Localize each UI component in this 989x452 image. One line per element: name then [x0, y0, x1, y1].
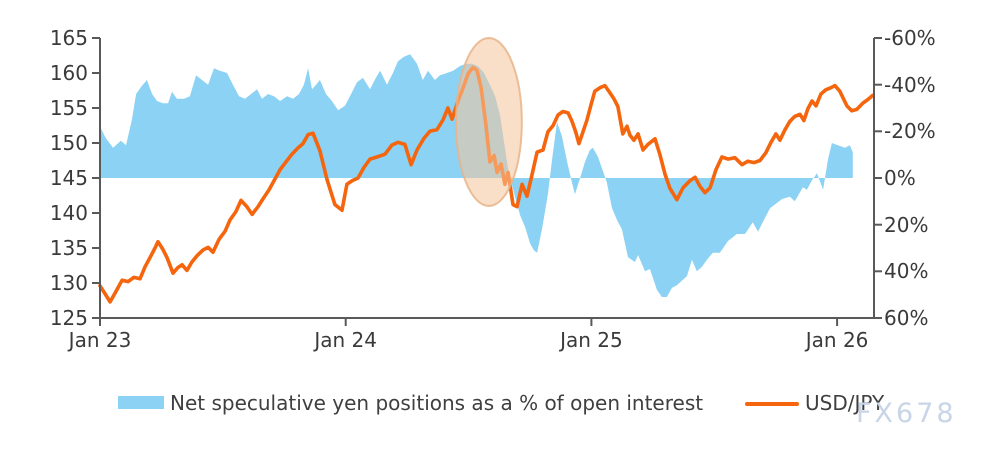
left-axis-tick-label: 150 [49, 131, 88, 155]
right-axis-tick-label: -60% [884, 26, 936, 50]
left-axis-tick-label: 165 [49, 26, 88, 50]
left-axis-tick-label: 160 [49, 61, 88, 85]
right-axis-tick-label: -40% [884, 72, 936, 97]
left-axis-tick-label: 135 [49, 236, 88, 260]
yen-positions-legend-label: Net speculative yen positions as a % of … [170, 391, 704, 415]
watermark: FX678 [856, 398, 957, 429]
x-axis-tick-label: Jan 26 [805, 328, 869, 352]
x-axis-tick-label: Jan 23 [68, 328, 132, 352]
yen-positions-legend-swatch [118, 396, 164, 409]
left-axis-tick-label: 130 [49, 271, 88, 295]
left-axis-tick-label: 155 [49, 96, 88, 120]
right-axis-tick-label: 60% [884, 306, 929, 330]
right-axis-tick-label: 20% [884, 212, 929, 237]
usdjpy-legend-label: USD/JPY [805, 391, 885, 415]
right-axis-tick-label: 40% [884, 259, 929, 284]
usdjpy-legend-swatch [745, 402, 799, 406]
left-axis-tick-label: 125 [49, 306, 88, 330]
right-axis-tick-label: 0% [884, 166, 916, 190]
x-axis-tick-label: Jan 25 [560, 328, 623, 352]
left-axis-tick-label: 140 [49, 201, 88, 225]
highlight-ellipse [455, 37, 523, 207]
right-axis-tick-label: -20% [884, 119, 936, 144]
left-axis-tick-label: 145 [49, 166, 88, 190]
x-axis-tick-label: Jan 24 [314, 328, 377, 352]
